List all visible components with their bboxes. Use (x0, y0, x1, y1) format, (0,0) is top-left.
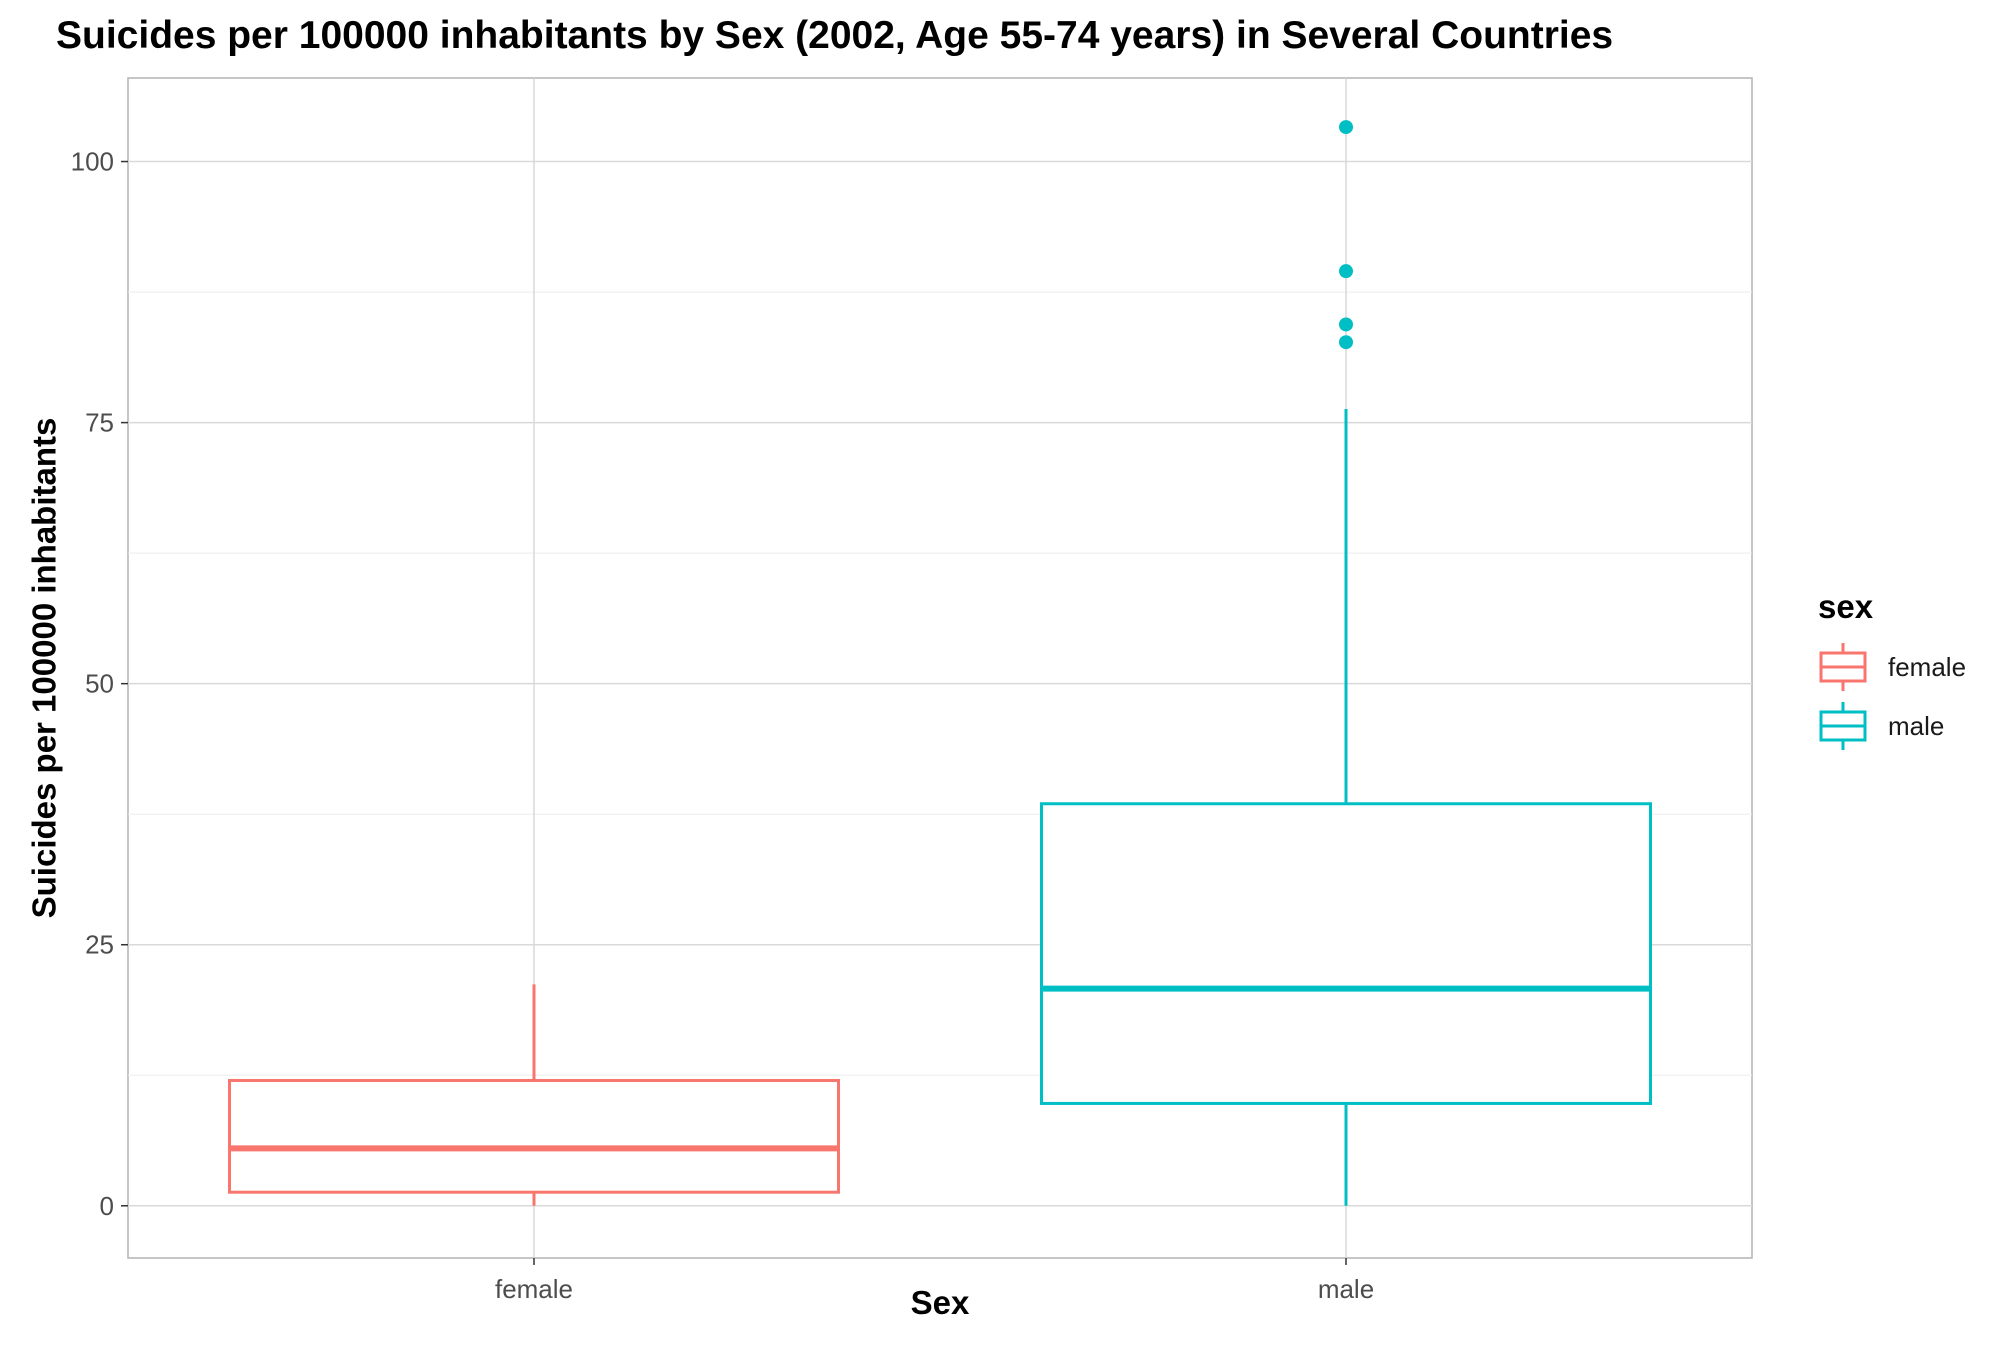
y-tick-label: 0 (100, 1191, 114, 1221)
grid-lines (128, 78, 1752, 1258)
y-axis-title: Suicides per 100000 inhabitants (26, 418, 63, 919)
chart-title: Suicides per 100000 inhabitants by Sex (… (56, 14, 1613, 57)
legend-key-male (1819, 702, 1867, 750)
box-body (228, 1078, 840, 1194)
legend-key-female (1819, 643, 1867, 691)
outlier-point (1339, 335, 1353, 350)
legend: sex female male (1818, 588, 1966, 750)
box-body (1040, 802, 1652, 1105)
outlier-point (1339, 120, 1353, 135)
outlier-point (1339, 317, 1353, 332)
box-series (228, 120, 1652, 1206)
y-tick-label: 50 (85, 669, 114, 699)
box-female (228, 984, 840, 1206)
x-tick-label: male (1318, 1274, 1374, 1304)
y-tick-label: 100 (71, 147, 114, 177)
y-axis-ticks: 0 25 50 75 100 (71, 147, 128, 1221)
legend-label-female: female (1888, 652, 1966, 682)
box-male (1040, 120, 1652, 1206)
y-tick-label: 25 (85, 930, 114, 960)
x-tick-label: female (495, 1274, 573, 1304)
legend-label-male: male (1888, 711, 1944, 741)
legend-title: sex (1818, 588, 1874, 625)
x-axis-title: Sex (911, 1284, 970, 1321)
y-tick-label: 75 (85, 408, 114, 438)
x-axis-ticks: female male (495, 1258, 1374, 1304)
outlier-point (1339, 264, 1353, 279)
